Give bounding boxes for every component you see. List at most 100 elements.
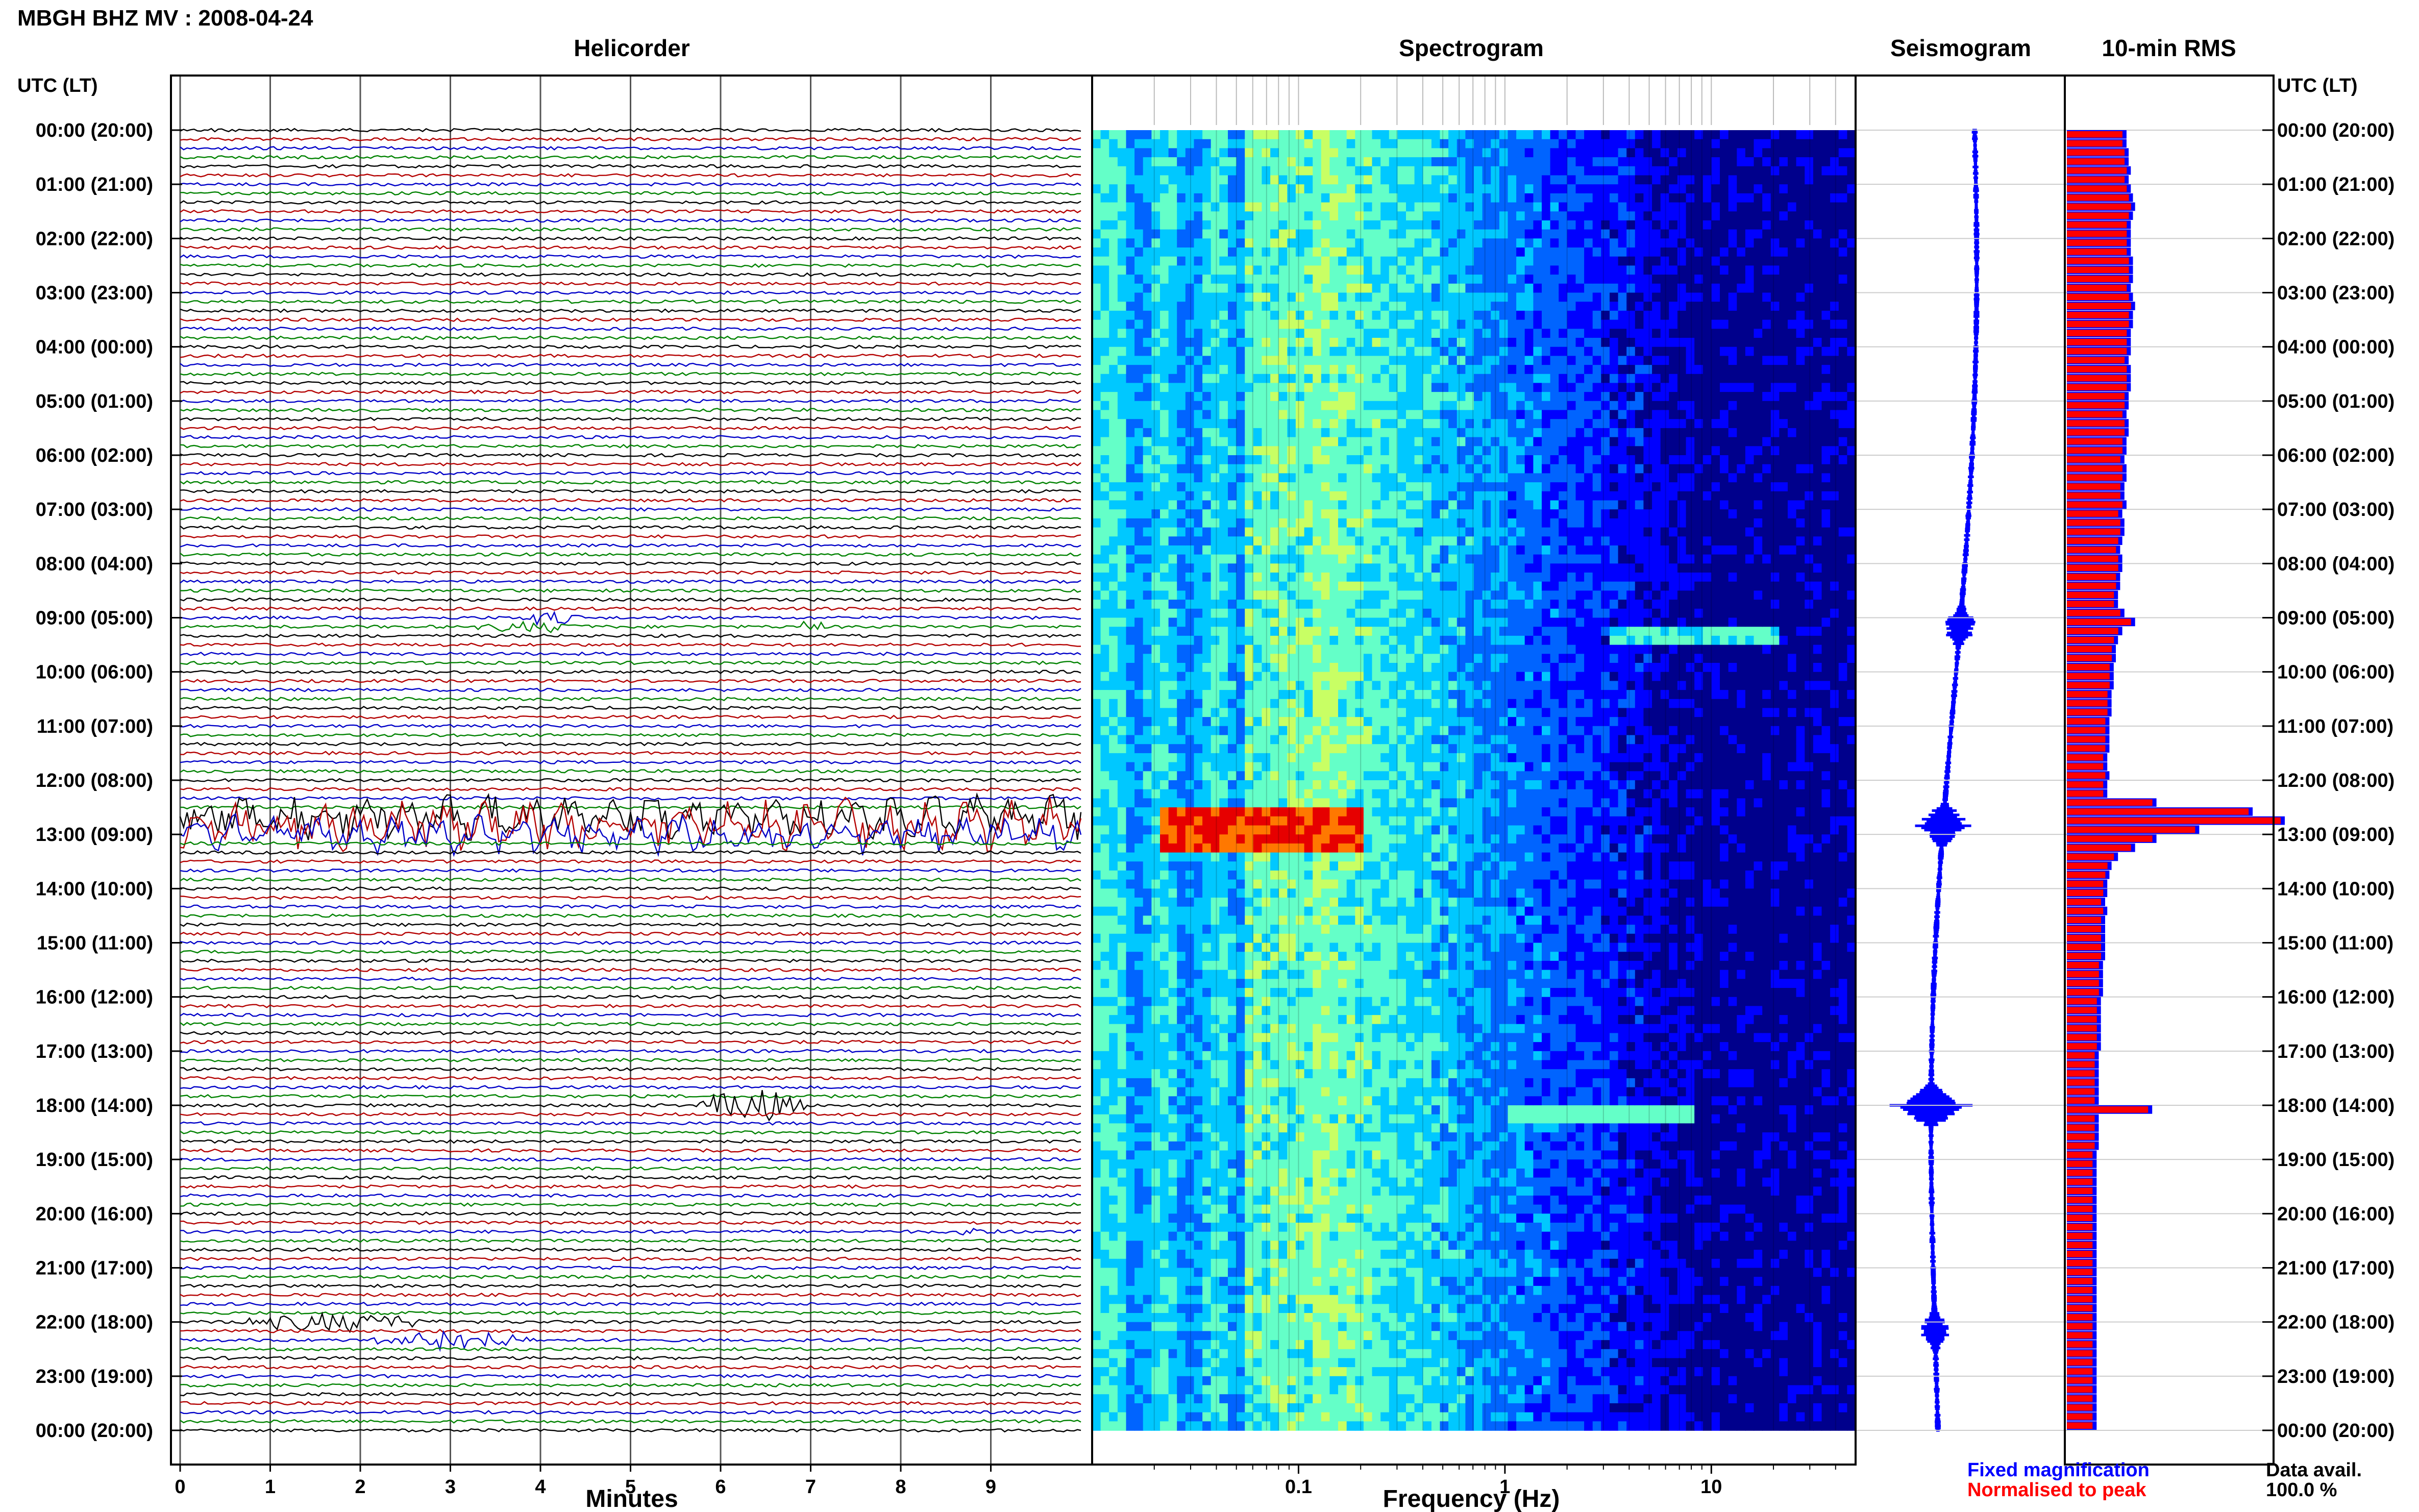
spectrogram-cell (1134, 437, 1143, 447)
spectrogram-cell (1313, 636, 1321, 646)
spectrogram-cell (1329, 1123, 1338, 1133)
spectrogram-cell (1270, 726, 1279, 736)
spectrogram-cell (1092, 275, 1101, 284)
spectrogram-cell (1143, 988, 1152, 998)
spectrogram-cell (1101, 1313, 1109, 1323)
spectrogram-cell (1304, 590, 1313, 600)
spectrogram-cell (1253, 834, 1262, 844)
spectrogram-cell (1372, 1358, 1381, 1368)
spectrogram-cell (1186, 275, 1194, 284)
spectrogram-cell (1126, 1105, 1135, 1115)
spectrogram-cell (1109, 157, 1118, 167)
spectrogram-cell (1109, 997, 1118, 1007)
spectrogram-cell (1355, 861, 1364, 871)
spectrogram-cell (1372, 220, 1381, 230)
spectrogram-cell (1134, 1205, 1143, 1214)
spectrogram-cell (1253, 1006, 1262, 1015)
spectrogram-cell (1237, 1232, 1245, 1242)
spectrogram-cell (1287, 230, 1296, 239)
spectrogram-cell (1169, 708, 1177, 717)
spectrogram-cell (1186, 410, 1194, 420)
spectrogram-cell (1329, 1286, 1338, 1296)
spectrogram-cell (1338, 618, 1347, 628)
spectrogram-cell (1338, 590, 1347, 600)
spectrogram-cell (1194, 762, 1203, 772)
spectrogram-cell (1177, 473, 1186, 483)
spectrogram-cell (1134, 1051, 1143, 1061)
spectrogram-cell (1253, 230, 1262, 239)
spectrogram-cell (1380, 410, 1389, 420)
spectrogram-cell (1338, 925, 1347, 934)
spectrogram-cell (1329, 717, 1338, 727)
spectrogram-cell (1253, 888, 1262, 898)
spectrogram-cell (1237, 1042, 1245, 1052)
spectrogram-cell (1228, 780, 1237, 790)
spectrogram-cell (1347, 401, 1355, 411)
spectrogram-cell (1287, 265, 1296, 275)
spectrogram-cell (1355, 943, 1364, 953)
spectrogram-cell (1109, 211, 1118, 221)
spectrogram-cell (1169, 717, 1177, 727)
spectrogram-cell (1160, 861, 1169, 871)
spectrogram-cell (1355, 338, 1364, 348)
spectrogram-cell (1287, 1403, 1296, 1413)
spectrogram-cell (1126, 789, 1135, 799)
spectrogram-cell (1347, 257, 1355, 266)
spectrogram-cell (1329, 374, 1338, 384)
spectrogram-cell (1270, 1096, 1279, 1106)
spectrogram-cell (1321, 247, 1330, 257)
spectrogram-cell (1160, 1078, 1169, 1088)
spectrogram-cell (1228, 880, 1237, 889)
spectrogram-cell (1151, 347, 1160, 357)
spectrogram-cell (1237, 437, 1245, 447)
spectrogram-cell (1186, 1060, 1194, 1070)
spectrogram-cell (1194, 1349, 1203, 1359)
spectrogram-cell (1355, 880, 1364, 889)
spectrogram-cell (1296, 1015, 1304, 1025)
spectrogram-cell (1313, 1159, 1321, 1169)
spectrogram-cell (1177, 284, 1186, 293)
spectrogram-cell (1134, 618, 1143, 628)
spectrogram-cell (1177, 1277, 1186, 1286)
spectrogram-cell (1186, 1069, 1194, 1079)
spectrogram-cell (1118, 834, 1126, 844)
spectrogram-cell (1202, 1322, 1211, 1332)
spectrogram-cell (1109, 690, 1118, 700)
spectrogram-cell (1177, 1241, 1186, 1250)
spectrogram-cell (1177, 338, 1186, 348)
spectrogram-cell (1364, 293, 1372, 303)
spectrogram-cell (1169, 401, 1177, 411)
spectrogram-cell (1287, 546, 1296, 555)
spectrogram-cell (1134, 1331, 1143, 1341)
spectrogram-cell (1253, 1250, 1262, 1259)
spectrogram-cell (1118, 970, 1126, 980)
spectrogram-cell (1279, 997, 1288, 1007)
spectrogram-cell (1338, 247, 1347, 257)
spectrogram-cell (1143, 807, 1152, 817)
spectrogram-cell (1118, 157, 1126, 167)
spectrogram-cell (1347, 1322, 1355, 1332)
spectrogram-cell (1219, 1376, 1228, 1386)
spectrogram-cell (1134, 1060, 1143, 1070)
spectrogram-cell (1186, 1151, 1194, 1160)
spectrogram-cell (1287, 826, 1296, 835)
spectrogram-cell (1177, 1313, 1186, 1323)
spectrogram-cell (1364, 329, 1372, 338)
spectrogram-cell (1270, 410, 1279, 420)
spectrogram-cell (1296, 934, 1304, 944)
spectrogram-cell (1109, 672, 1118, 682)
spectrogram-cell (1355, 392, 1364, 402)
spectrogram-cell (1380, 501, 1389, 510)
spectrogram-cell (1329, 1340, 1338, 1350)
spectrogram-cell (1186, 997, 1194, 1007)
spectrogram-cell (1126, 1069, 1135, 1079)
spectrogram-cell (1355, 681, 1364, 690)
spectrogram-cell (1287, 392, 1296, 402)
spectrogram-cell (1219, 1033, 1228, 1043)
spectrogram-cell (1177, 1213, 1186, 1223)
spectrogram-cell (1228, 491, 1237, 501)
spectrogram-cell (1126, 979, 1135, 988)
spectrogram-cell (1228, 726, 1237, 736)
spectrogram-cell (1134, 320, 1143, 330)
spectrogram-cell (1287, 915, 1296, 925)
